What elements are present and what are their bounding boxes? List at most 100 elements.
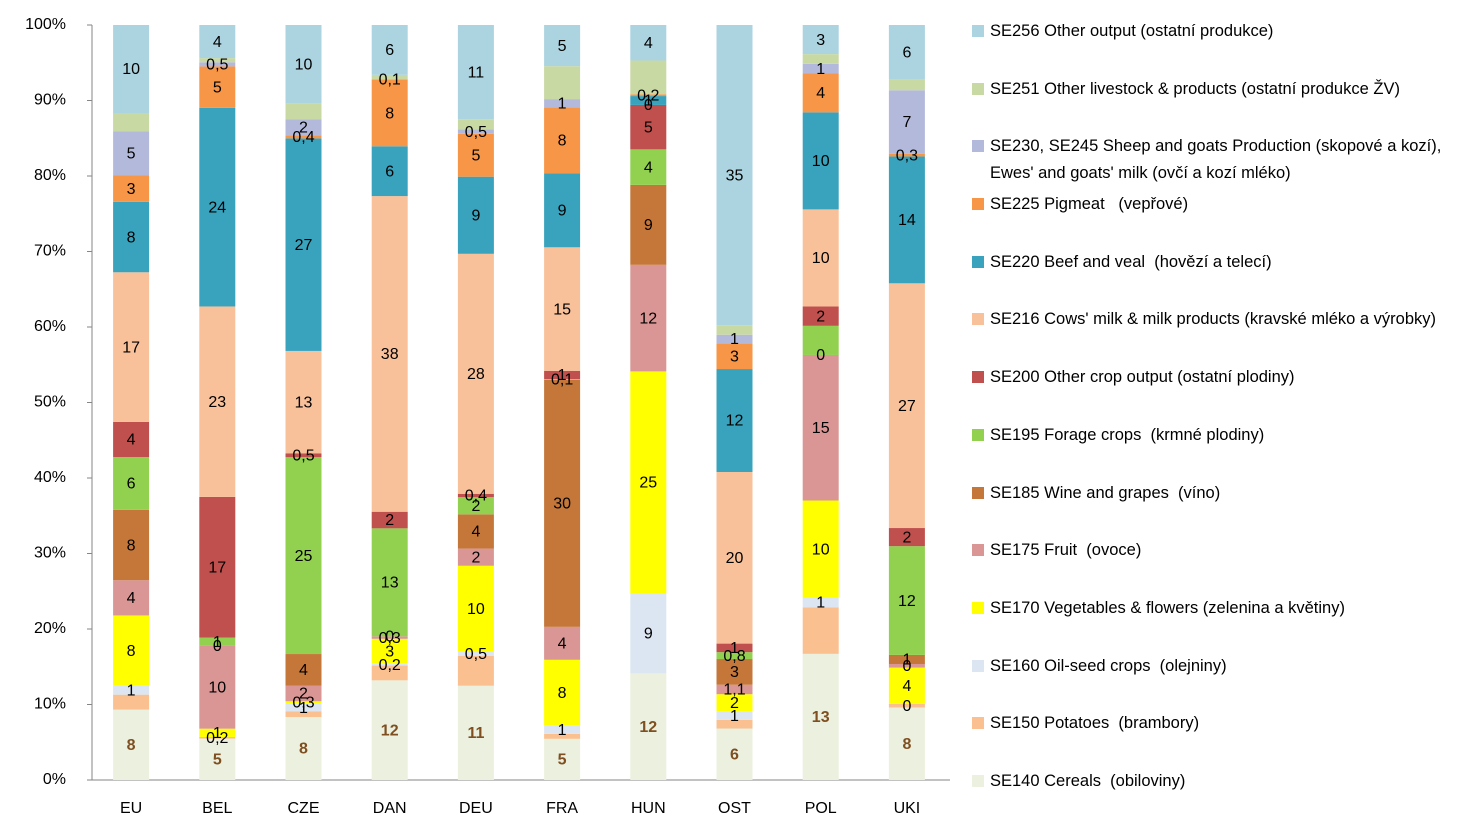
data-label: 5 [127,146,136,163]
bar-segment [716,659,753,685]
bar-segment [888,528,925,547]
legend-swatch [972,198,984,210]
data-label: 3 [730,664,739,681]
bar-segment [113,25,150,113]
bar-segment [199,736,236,739]
data-label: 0,1 [379,72,401,89]
legend-swatch [972,82,984,95]
data-label: 13 [381,575,399,592]
y-tick-label: 40% [34,469,66,486]
data-label: 12 [726,413,744,430]
bar-segment [457,655,494,686]
bar-segment [285,25,322,104]
bar-segment [113,709,150,780]
data-label: 4 [816,85,825,102]
data-label: 12 [898,593,916,610]
bar-segment [544,379,581,380]
data-label: 4 [471,524,480,541]
chart: 0% 10% 20% 30% 40% 50% 60% 70% 80% 90% 100% EU 8 1 8 4 8… [25,16,950,817]
legend-swatch [972,717,984,730]
data-label: 1 [730,640,739,657]
data-label: 1 [127,682,136,699]
bar-segment [371,511,408,529]
legend-item: SE170 Vegetables & flowers (zelenina a k… [972,595,1472,622]
bar-segment [802,306,839,326]
data-label: 8 [127,643,136,660]
data-label: 1 [730,708,739,725]
bar-segment [544,738,581,780]
bar-segment [630,25,667,61]
data-label: 4 [127,590,136,607]
bar-segment [888,707,925,780]
bar-segment [716,334,753,344]
x-tick-label: HUN [631,800,666,817]
y-tick-label: 10% [34,696,66,713]
bar-segment [371,528,408,637]
data-label: 0,5 [206,57,228,74]
legend-item: SE195 Forage crops (krmné plodiny) [972,422,1472,449]
x-tick-label: POL [805,800,837,817]
y-tick-label: 30% [34,545,66,562]
bar-segment [802,73,839,113]
bar-segment [285,703,322,712]
data-label: 10 [208,679,226,696]
bar-segment [457,565,494,652]
data-label: 6 [902,44,911,61]
data-label: 7 [902,114,911,131]
data-label: 0,5 [292,447,314,464]
bar-segment [371,196,408,512]
data-label: 2 [730,695,739,712]
bar-segment [199,107,236,307]
legend-item: SE251 Other livestock & products (ostatn… [972,76,1472,103]
data-label: 4 [127,432,136,449]
bar-segment [544,107,581,174]
bar-segment [199,66,236,108]
data-label: 0,2 [379,657,401,674]
data-label: 2 [385,512,394,529]
bar-segment [544,659,581,726]
bar-segment [802,63,839,74]
data-label: 35 [726,167,744,184]
legend-label: SE170 Vegetables & flowers (zelenina a k… [990,598,1345,617]
bar-segment [802,54,839,64]
data-label: 2 [471,498,480,515]
data-label: 1,1 [723,682,745,699]
data-label: 23 [208,394,226,411]
legend-label: SE251 Other livestock & products (ostatn… [990,79,1400,98]
bar-segment [457,129,494,134]
legend-swatch [972,544,984,557]
bar-segment [544,99,581,108]
bar-segment [888,283,925,529]
bar-segment [199,25,236,59]
bar-segment [285,654,322,686]
bar-segment [802,112,839,210]
bar-segment [544,725,581,734]
data-label: 0,2 [637,87,659,104]
data-label: 2 [299,686,308,703]
legend-swatch [972,255,984,268]
bar-segment [371,663,408,666]
data-label: 9 [471,207,480,224]
legend-item: SE160 Oil-seed crops (olejniny) [972,653,1472,680]
data-label: 6 [127,476,136,493]
data-label: 1 [816,595,825,612]
data-label: 0 [902,698,911,715]
data-label: 10 [467,601,485,618]
bar-segment [630,371,667,594]
legend-item: SE150 Potatoes (brambory) [972,710,1472,737]
bar-segment [457,497,494,515]
data-label: 10 [295,57,313,74]
data-label: 5 [213,79,222,96]
data-label: 0,4 [292,129,314,146]
data-label: 30 [553,496,571,513]
data-label: 0 [644,97,653,114]
data-label: 10 [122,61,140,78]
data-label: 3 [385,643,394,660]
data-label: 3 [127,181,136,198]
bar-segment [371,665,408,681]
bar-segment [716,471,753,644]
bar-segment [457,119,494,130]
data-label: 17 [208,559,226,576]
data-label: 0,8 [723,648,745,665]
bar-segment [802,653,839,780]
